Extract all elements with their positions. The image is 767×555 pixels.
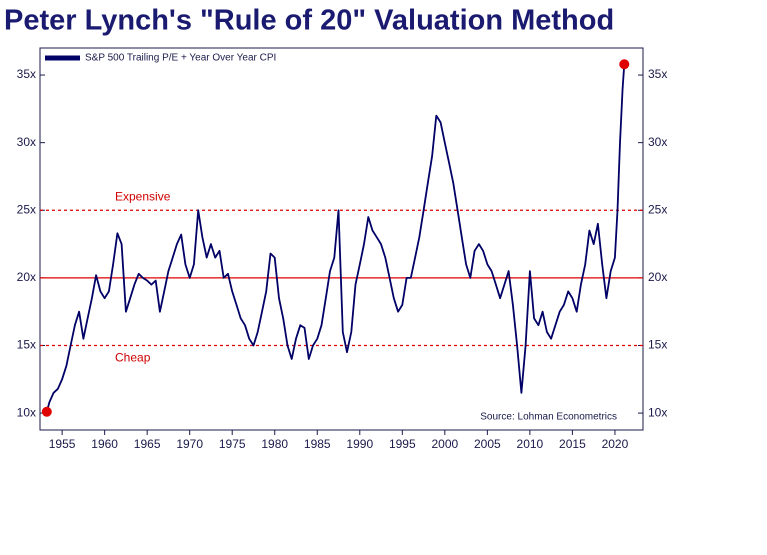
y-tick-label: 25x	[17, 202, 36, 216]
data-line	[45, 64, 626, 412]
reference-label: Cheap	[115, 351, 151, 365]
y2-tick-label: 25x	[648, 202, 667, 216]
x-tick-label: 1955	[49, 437, 76, 451]
x-tick-label: 1965	[134, 437, 161, 451]
x-tick-label: 1960	[91, 437, 118, 451]
x-tick-label: 2010	[517, 437, 544, 451]
x-tick-label: 1970	[176, 437, 203, 451]
reference-label: Expensive	[115, 189, 171, 203]
source: Source: Lohman Econometrics	[480, 412, 617, 423]
x-tick-label: 1990	[346, 437, 373, 451]
x-tick-label: 1975	[219, 437, 246, 451]
y2-tick-label: 35x	[648, 67, 667, 81]
x-tick-label: 2005	[474, 437, 501, 451]
y2-tick-label: 30x	[648, 135, 667, 149]
y2-tick-label: 20x	[648, 270, 667, 284]
y2-tick-label: 10x	[648, 405, 667, 419]
marker	[41, 406, 52, 417]
x-tick-label: 2020	[602, 437, 629, 451]
chart-title: Peter Lynch's "Rule of 20" Valuation Met…	[4, 5, 614, 37]
legend-label: S&P 500 Trailing P/E + Year Over Year CP…	[85, 53, 276, 64]
y-tick-label: 35x	[17, 67, 36, 81]
x-tick-label: 1980	[261, 437, 288, 451]
y-tick-label: 10x	[17, 405, 36, 419]
y-tick-label: 30x	[17, 135, 36, 149]
x-tick-label: 1985	[304, 437, 331, 451]
y2-tick-label: 15x	[648, 338, 667, 352]
x-tick-label: 2000	[431, 437, 458, 451]
x-tick-label: 1995	[389, 437, 416, 451]
plot-frame	[39, 47, 644, 431]
y-tick-label: 20x	[17, 270, 36, 284]
y-tick-label: 15x	[17, 338, 36, 352]
x-tick-label: 2015	[559, 437, 586, 451]
marker	[619, 59, 630, 70]
